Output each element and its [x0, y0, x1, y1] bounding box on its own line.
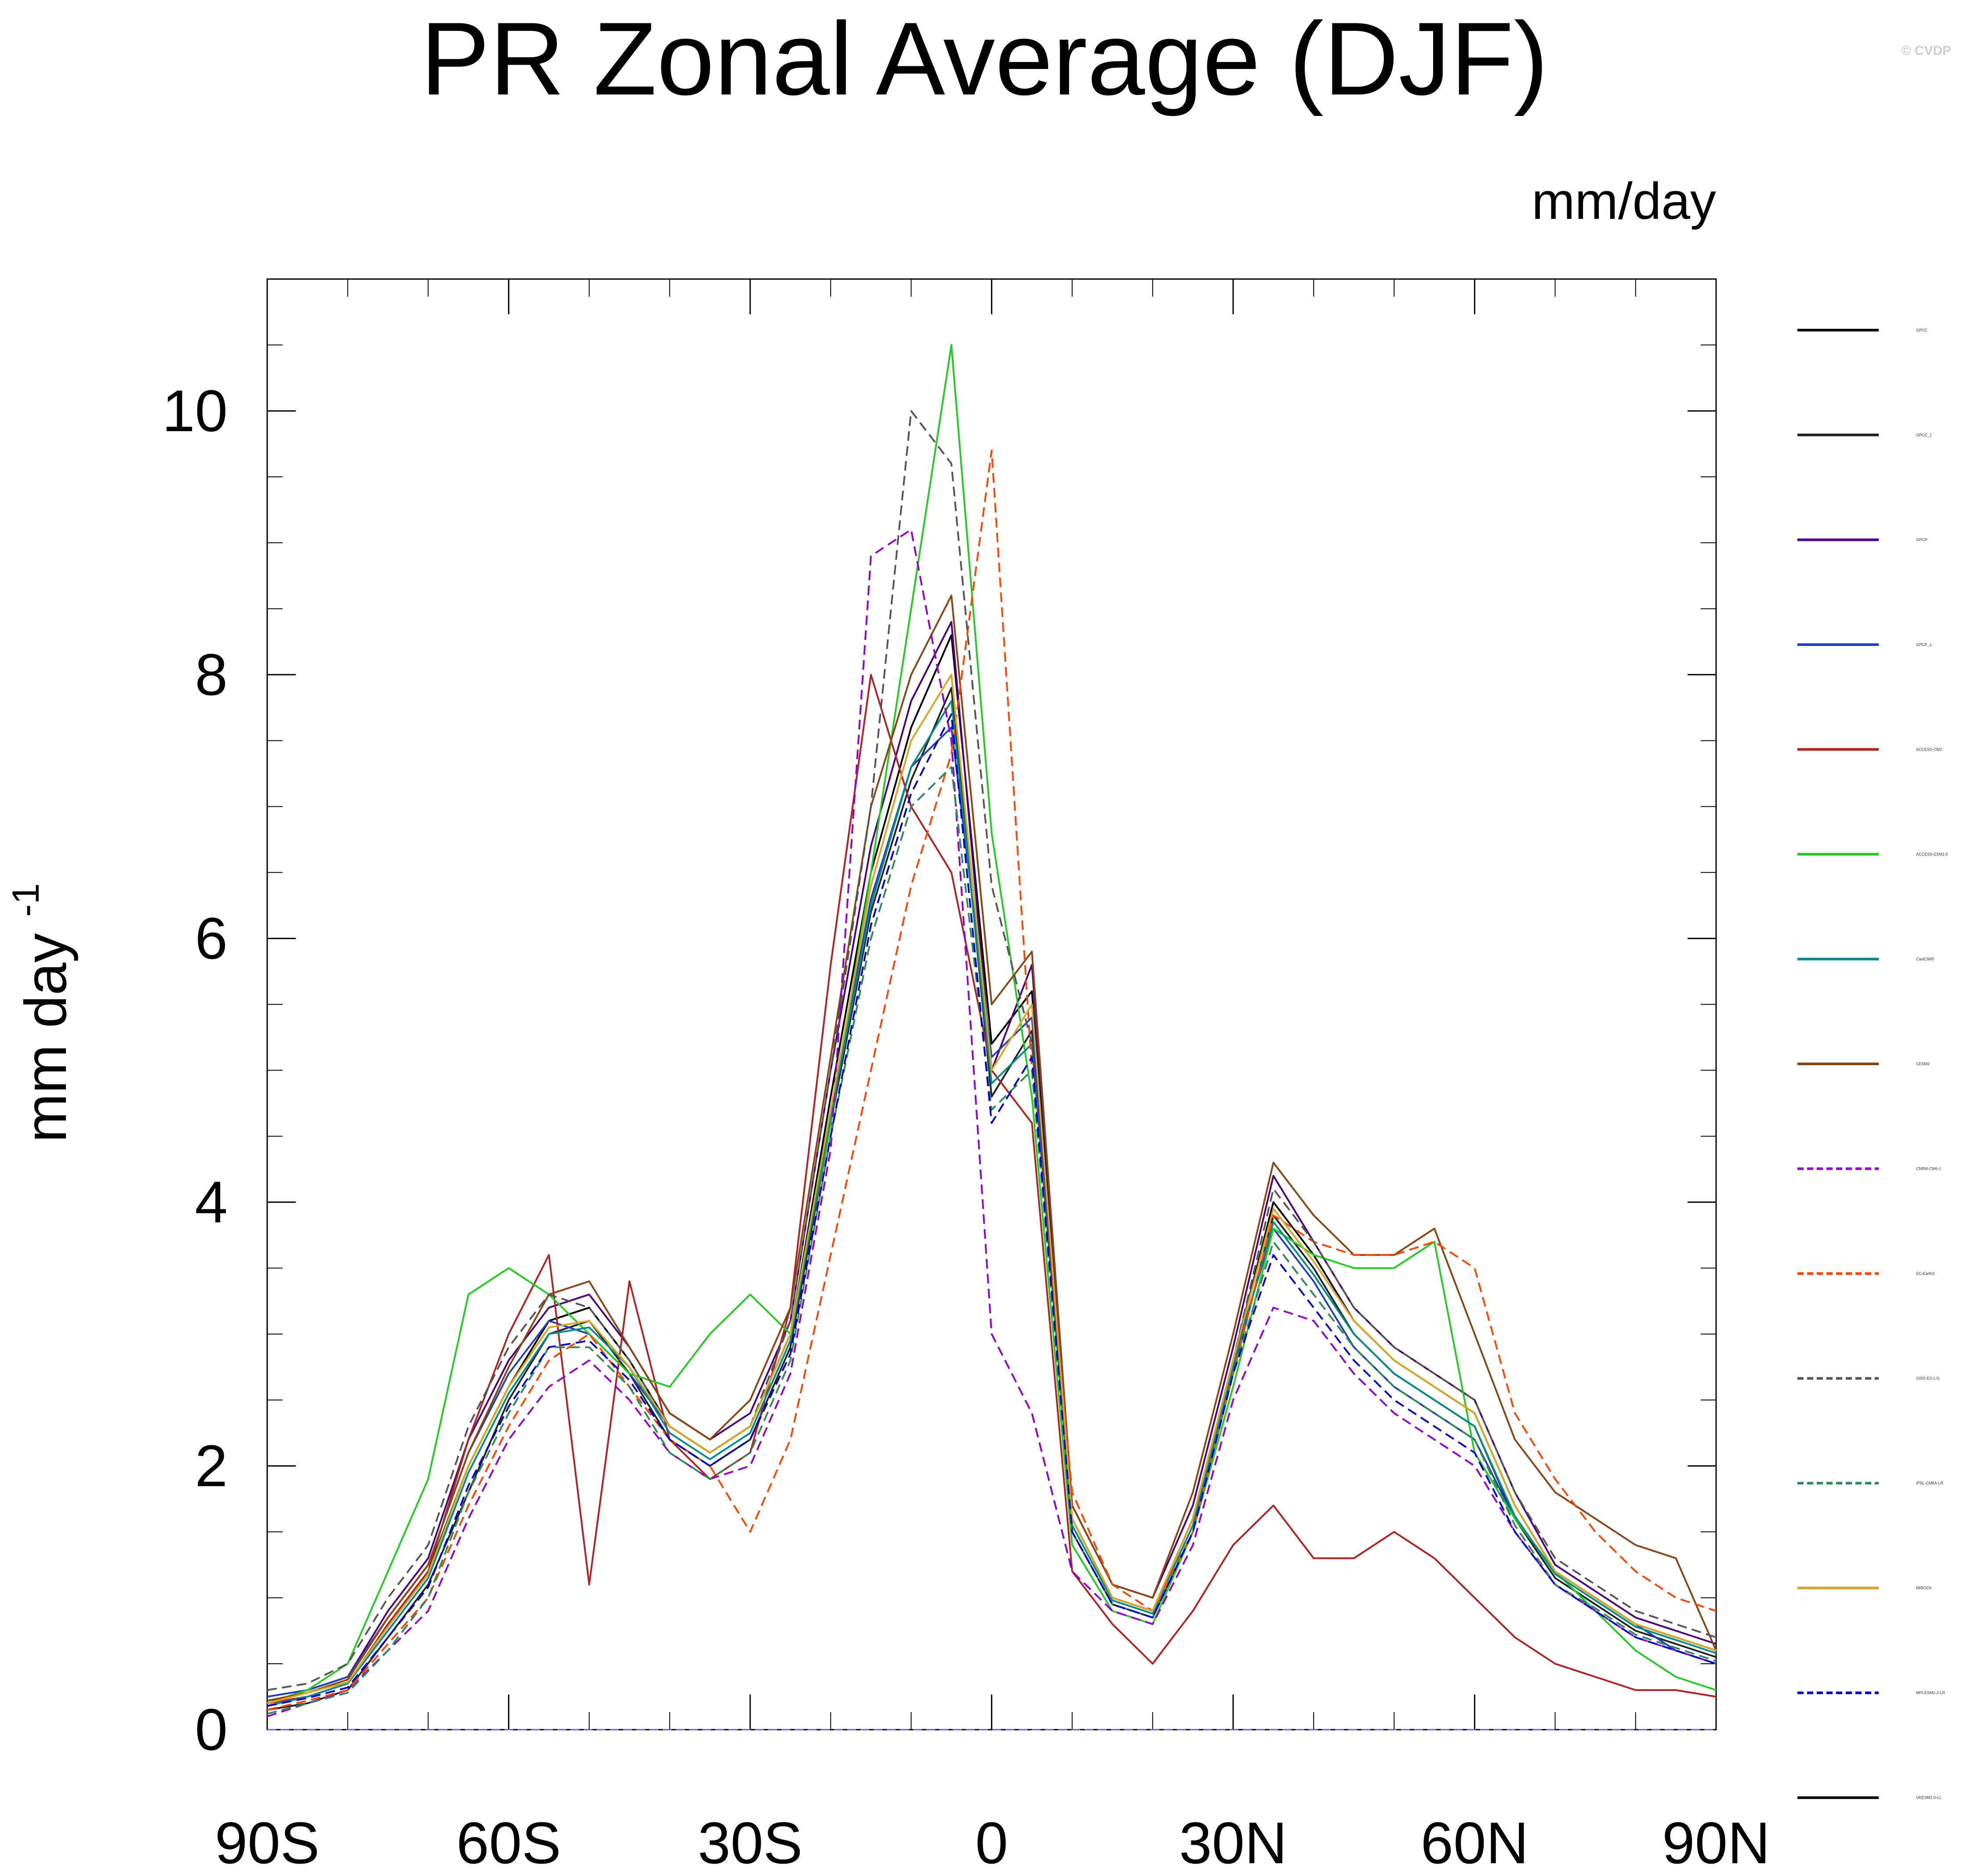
- legend: GPCC GPCC_1 GPCP GPCP_1 ACCESS-CM2 ACCESS-ESM…: [1797, 328, 1948, 1800]
- series-line: [267, 700, 1717, 1707]
- x-tick-label: 60N: [1421, 1811, 1529, 1876]
- legend-label: GISS-E2-1-G: [1916, 1376, 1940, 1381]
- legend-label: GPCC_1: [1916, 433, 1932, 437]
- legend-label: ACCESS-CM2: [1916, 747, 1942, 751]
- x-axis: 90S 60S 30S 0 30N 60N 90N: [215, 279, 1770, 1876]
- legend-label: IPSL-CM6A-LR: [1916, 1481, 1944, 1485]
- y-axis: 0 2 4 6 8 10: [162, 279, 1716, 1763]
- series-group: [267, 344, 1717, 1731]
- x-tick-label: 90S: [215, 1811, 319, 1876]
- legend-label: GPCC: [1916, 328, 1928, 332]
- y-tick-label: 2: [195, 1433, 228, 1499]
- legend-label: CanESM5: [1916, 957, 1934, 961]
- credit-text: © CVDP: [1901, 44, 1951, 58]
- x-tick-label: 60S: [456, 1811, 561, 1876]
- y-axis-title: mm day -1: [5, 883, 79, 1143]
- series-line: [267, 713, 1717, 1707]
- y-axis-title-text: mm day: [13, 933, 79, 1143]
- units-label: mm/day: [1532, 172, 1716, 230]
- y-tick-label: 4: [195, 1170, 228, 1235]
- series-line: [267, 529, 1717, 1717]
- x-tick-label: 0: [975, 1811, 1008, 1876]
- y-tick-label: 0: [195, 1697, 228, 1763]
- series-line: [267, 450, 1717, 1711]
- series-line: [267, 621, 1717, 1704]
- legend-label: GPCP: [1916, 537, 1927, 542]
- svg-text:mm day -1: mm day -1: [5, 883, 79, 1143]
- legend-label: CESM2: [1916, 1062, 1930, 1066]
- series-line: [267, 766, 1717, 1715]
- legend-label: CNRM-CM6-1: [1916, 1167, 1941, 1171]
- legend-label: EC-Earth3: [1916, 1271, 1935, 1276]
- legend-label: MIROC6: [1916, 1586, 1931, 1590]
- x-tick-label: 30S: [698, 1811, 802, 1876]
- series-line: [267, 344, 1717, 1704]
- series-line: [267, 726, 1717, 1698]
- legend-label: GPCP_1: [1916, 642, 1932, 647]
- x-tick-label: 30N: [1179, 1811, 1287, 1876]
- y-tick-label: 10: [162, 378, 228, 444]
- y-tick-label: 6: [195, 906, 228, 971]
- x-tick-label: 90N: [1662, 1811, 1770, 1876]
- series-line: [267, 595, 1717, 1702]
- series-line: [267, 674, 1717, 1704]
- series-line: [267, 634, 1717, 1704]
- chart-title: PR Zonal Average (DJF): [421, 1, 1548, 117]
- y-tick-label: 8: [195, 642, 228, 708]
- series-line: [267, 687, 1717, 1711]
- legend-label: ACCESS-ESM1-5: [1916, 852, 1948, 856]
- plot-area: 0 2 4 6 8 10 90S 60S 30S 0 30N 60N 90N: [162, 278, 1770, 1876]
- legend-label: MPI-ESM1-2-LR: [1916, 1691, 1946, 1695]
- legend-label: UKESM1-0-LL: [1916, 1796, 1942, 1800]
- y-axis-title-exponent: -1: [5, 883, 47, 917]
